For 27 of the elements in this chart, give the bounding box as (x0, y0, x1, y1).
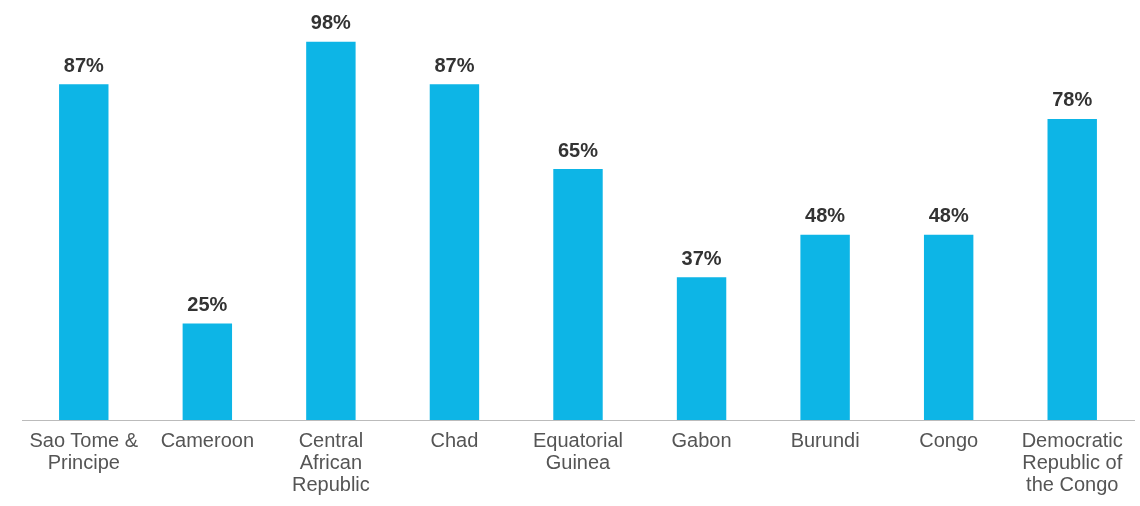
bar (1047, 118, 1097, 420)
bar (182, 323, 233, 420)
data-label: 48% (928, 204, 969, 227)
bar (59, 84, 109, 420)
bar (800, 234, 850, 420)
x-tick-label: Burundi (790, 428, 860, 451)
x-tick-label: Equatorial Guinea (532, 428, 624, 473)
x-tick-label: Congo (919, 428, 979, 451)
data-label: 48% (805, 204, 846, 227)
data-label: 87% (434, 53, 475, 76)
x-tick-label: Democratic Republic of the Congo (1021, 428, 1123, 495)
bar (429, 84, 480, 420)
x-tick-label: Sao Tome & Principe (29, 428, 139, 473)
data-label: 98% (310, 11, 352, 34)
data-label: 87% (63, 53, 105, 76)
x-tick-label: Cameroon (160, 428, 255, 451)
data-label: 37% (681, 246, 722, 269)
x-tick-label: Gabon (671, 428, 732, 451)
data-label: 25% (187, 293, 228, 316)
data-label: 78% (1052, 88, 1093, 111)
x-tick-label: Chad (430, 428, 479, 451)
bar (923, 234, 974, 420)
bar (306, 41, 356, 420)
data-label: 65% (557, 138, 599, 161)
bar (553, 169, 603, 420)
bar (676, 277, 727, 420)
x-tick-label: Central African Republic (291, 428, 370, 495)
